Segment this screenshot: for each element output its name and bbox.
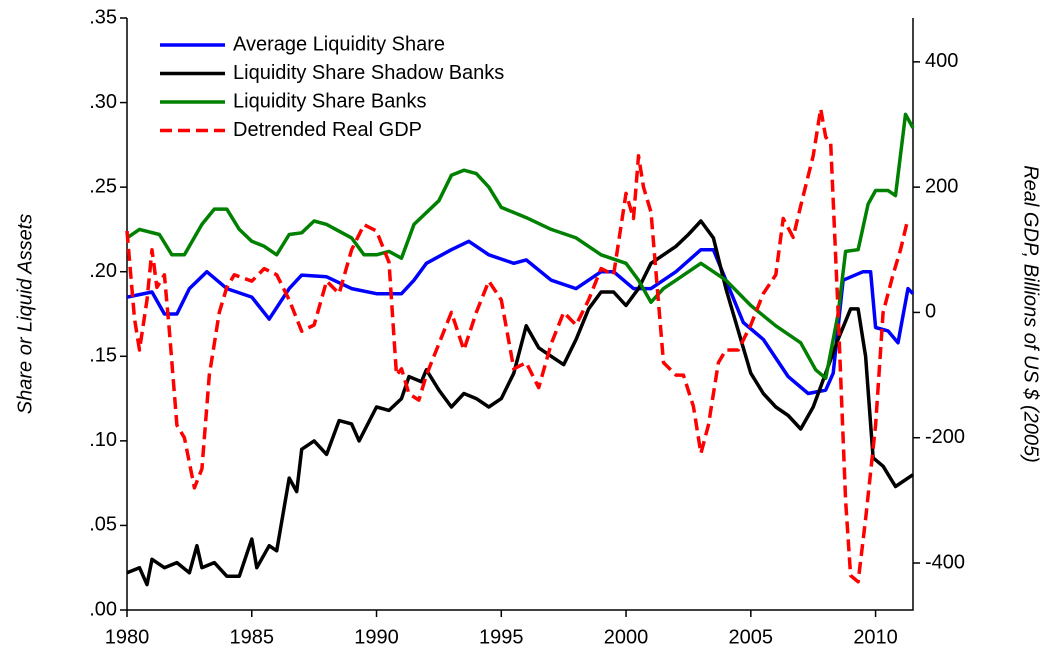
x-tick-label: 1990	[354, 626, 399, 648]
legend-label: Liquidity Share Shadow Banks	[233, 62, 504, 84]
y2-tick-label: 200	[925, 175, 958, 197]
y-tick-label: .15	[89, 345, 117, 367]
legend-label: Detrended Real GDP	[233, 119, 422, 141]
x-tick-label: 1980	[105, 626, 150, 648]
series-line	[125, 107, 910, 584]
x-tick-label: 1985	[230, 626, 275, 648]
series-line	[126, 219, 914, 587]
series-line	[126, 112, 915, 381]
y-tick-label: .25	[89, 175, 117, 197]
x-tick-label: 2005	[729, 626, 774, 648]
y2-tick-label: 0	[925, 301, 936, 323]
legend-label: Average Liquidity Share	[233, 33, 445, 55]
y-axis-label: Share or Liquid Assets	[14, 214, 36, 414]
y2-axis-label: Real GDP, Billions of US $ (2005)	[1020, 165, 1042, 463]
y2-tick-label: -200	[925, 426, 965, 448]
y-tick-label: .35	[89, 6, 117, 28]
legend-label: Liquidity Share Banks	[233, 90, 426, 112]
y2-tick-label: -400	[925, 551, 965, 573]
axis-frame	[126, 18, 914, 611]
y-tick-label: .20	[89, 260, 117, 282]
y-tick-label: .05	[89, 514, 117, 536]
x-tick-label: 2000	[604, 626, 649, 648]
y-tick-label: .30	[89, 91, 117, 113]
y2-tick-label: 400	[925, 50, 958, 72]
x-tick-label: 1995	[479, 626, 524, 648]
x-tick-label: 2010	[853, 626, 898, 648]
y-tick-label: .10	[89, 429, 117, 451]
y-tick-label: .00	[89, 598, 117, 620]
series-line	[126, 239, 915, 396]
